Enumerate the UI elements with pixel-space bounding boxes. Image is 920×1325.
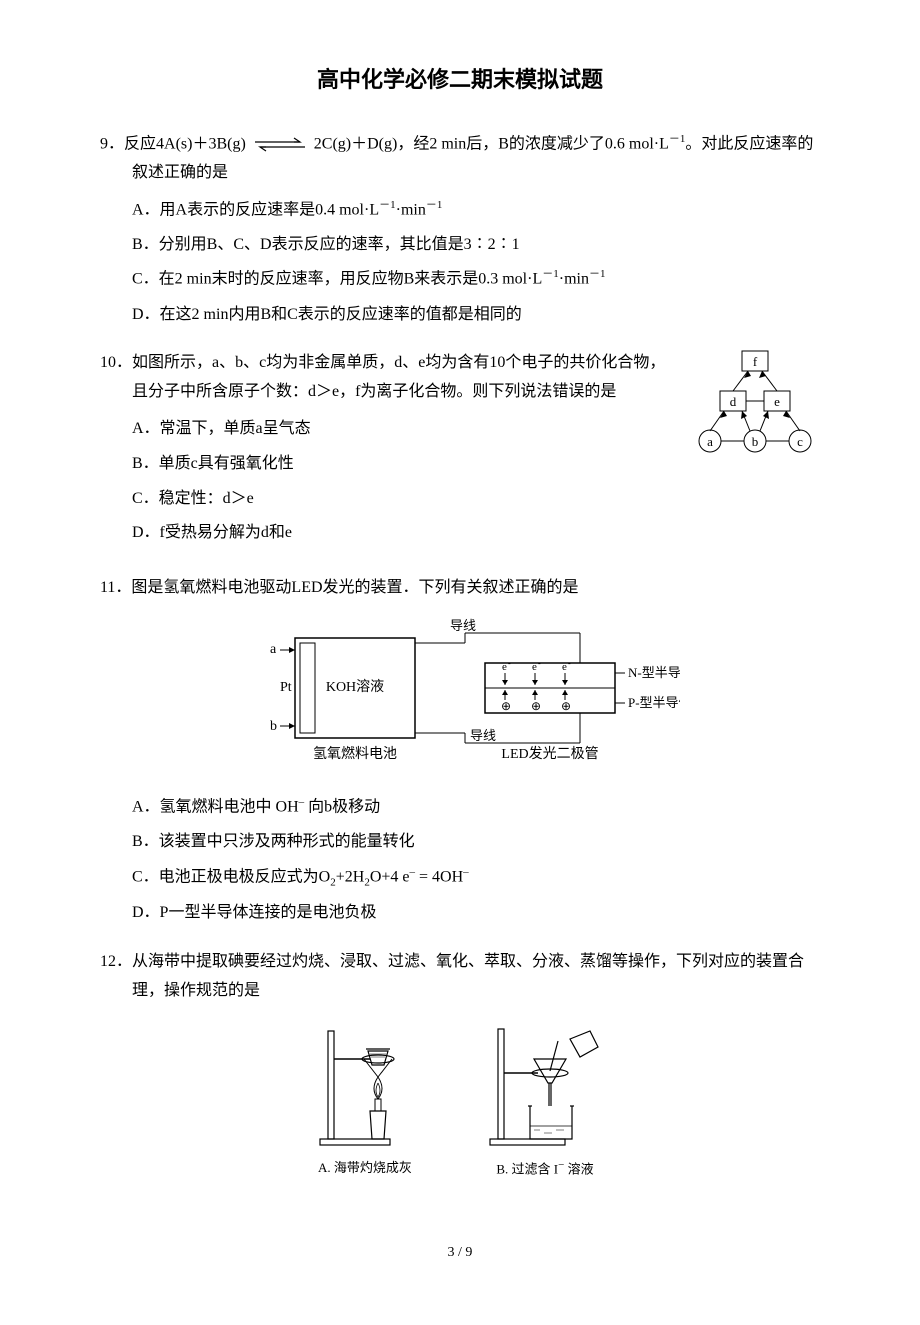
svg-text:-: -: [508, 659, 511, 668]
q12-stem: 12．从海带中提取碘要经过灼烧、浸取、过滤、氧化、萃取、分液、蒸馏等操作，下列对…: [100, 948, 820, 1006]
q9-option-c: C．在2 min末时的反应速率，用反应物B来表示是0.3 mol·L－1·min…: [132, 265, 820, 294]
q10-node-e: e: [774, 394, 780, 409]
q12-figure-a: A. 海带灼烧成灰: [310, 1021, 420, 1181]
q11-n-type: N-型半导体: [628, 665, 680, 680]
q10-node-c: c: [797, 434, 803, 449]
q11-option-c: C．电池正极电极反应式为O2+2H2O+4 e– = 4OH–: [132, 863, 820, 893]
q11-stem-text: 图是氢氧燃料电池驱动LED发光的装置．下列有关叙述正确的是: [131, 579, 578, 596]
q9-option-a: A．用A表示的反应速率是0.4 mol·L－1·min－1: [132, 196, 820, 225]
question-12: 12．从海带中提取碘要经过灼烧、浸取、过滤、氧化、萃取、分液、蒸馏等操作，下列对…: [100, 948, 820, 1180]
equilibrium-arrow-icon: [250, 136, 310, 152]
q10-node-d: d: [730, 394, 737, 409]
q9-optA-tail: ·min: [396, 201, 426, 218]
question-10: f d e a b c 10．: [100, 349, 820, 554]
q11-stem: 11．图是氢氧燃料电池驱动LED发光的装置．下列有关叙述正确的是: [100, 574, 820, 603]
q11-label-koh: KOH溶液: [326, 679, 384, 695]
q11-label-pt: Pt: [280, 680, 292, 695]
page-footer: 3 / 9: [100, 1240, 820, 1265]
sup: －1: [379, 199, 396, 211]
q9-optA-text: A．用A表示的反应速率是0.4 mol·L: [132, 201, 379, 218]
q11-optC-t2: +2H: [336, 868, 365, 885]
q11-led-label: LED发光二极管: [501, 746, 598, 762]
q9-option-b: B．分别用B、C、D表示反应的速率，其比值是3∶2∶1: [132, 231, 820, 260]
q11-e2: e: [532, 661, 537, 673]
q12-figB-caption: B. 过滤含 I− 溶液: [480, 1156, 610, 1181]
q11-p3: ⊕: [561, 699, 571, 713]
svg-text:-: -: [568, 659, 571, 668]
q10-option-c: C．稳定性：d＞e: [132, 485, 820, 514]
q11-e1: e: [502, 661, 507, 673]
q10-stem-text: 如图所示，a、b、c均为非金属单质，d、e均为含有10个电子的共价化合物，且分子…: [132, 354, 665, 400]
q11-option-a: A．氢氧燃料电池中 OH– 向b极移动: [132, 793, 820, 822]
q12-figB-cap-t1: B. 过滤含 I: [496, 1161, 558, 1176]
q11-label-a: a: [270, 642, 277, 657]
q11-option-b: B．该装置中只涉及两种形式的能量转化: [132, 828, 820, 857]
q11-diagram: a b Pt KOH溶液 氢氧燃料电池 导线 导线 e- e- e- ⊕ ⊕ ⊕: [240, 618, 680, 778]
q11-optC-t3: O+4 e: [370, 868, 410, 885]
q10-node-a: a: [707, 434, 713, 449]
q10-node-b: b: [752, 434, 759, 449]
q9-optC-text: C．在2 min末时的反应速率，用反应物B来表示是0.3 mol·L: [132, 271, 542, 288]
q9-optC-tail: ·min: [559, 271, 589, 288]
q9-stem-p2: 2C(g)＋D(g)，经2 min后，B的浓度减少了0.6 mol·L: [314, 135, 669, 152]
question-11: 11．图是氢氧燃料电池驱动LED发光的装置．下列有关叙述正确的是 a b Pt …: [100, 574, 820, 928]
q12-figB-svg: [480, 1021, 610, 1151]
sup: －1: [426, 199, 443, 211]
q12-figure-b: B. 过滤含 I− 溶液: [480, 1021, 610, 1181]
q11-optC-t1: C．电池正极电极反应式为O: [132, 868, 330, 885]
q11-label-b: b: [270, 719, 277, 734]
q12-figA-caption: A. 海带灼烧成灰: [310, 1156, 420, 1179]
sup-neg1: －1: [669, 133, 686, 145]
q12-stem-text: 从海带中提取碘要经过灼烧、浸取、过滤、氧化、萃取、分液、蒸馏等操作，下列对应的装…: [132, 953, 804, 999]
q11-optA-t1: A．氢氧燃料电池中 OH: [132, 798, 299, 815]
q11-wire-bottom: 导线: [470, 728, 496, 743]
page-title: 高中化学必修二期末模拟试题: [100, 60, 820, 100]
q10-option-d: D．f受热易分解为d和e: [132, 519, 820, 548]
q11-optA-t2: 向b极移动: [304, 798, 380, 815]
q9-stem-p1: 反应4A(s)＋3B(g): [124, 135, 246, 152]
sup-minus: –: [463, 866, 469, 878]
q10-node-f: f: [753, 354, 758, 369]
q12-figA-svg: [310, 1021, 420, 1151]
q11-optC-t4: = 4OH: [415, 868, 463, 885]
q10-diagram: f d e a b c: [690, 349, 820, 459]
q12-figB-cap-t2: 溶液: [564, 1161, 593, 1176]
q11-wire-top: 导线: [450, 618, 476, 633]
sup: －1: [589, 268, 606, 280]
q11-num: 11．: [100, 579, 131, 596]
q11-p-type: P-型半导体: [628, 695, 680, 710]
q9-option-d: D．在这2 min内用B和C表示的反应速率的值都是相同的: [132, 301, 820, 330]
q11-e3: e: [562, 661, 567, 673]
q9-num: 9．: [100, 135, 124, 152]
q10-num: 10．: [100, 354, 132, 371]
q11-cell-label: 氢氧燃料电池: [313, 745, 397, 762]
q12-num: 12．: [100, 953, 132, 970]
sup: －1: [542, 268, 559, 280]
q11-option-d: D．P一型半导体连接的是电池负极: [132, 899, 820, 928]
question-9: 9．反应4A(s)＋3B(g) 2C(g)＋D(g)，经2 min后，B的浓度减…: [100, 130, 820, 330]
q11-p2: ⊕: [531, 699, 541, 713]
q9-stem: 9．反应4A(s)＋3B(g) 2C(g)＋D(g)，经2 min后，B的浓度减…: [100, 130, 820, 188]
svg-text:-: -: [538, 659, 541, 668]
q11-p1: ⊕: [501, 699, 511, 713]
